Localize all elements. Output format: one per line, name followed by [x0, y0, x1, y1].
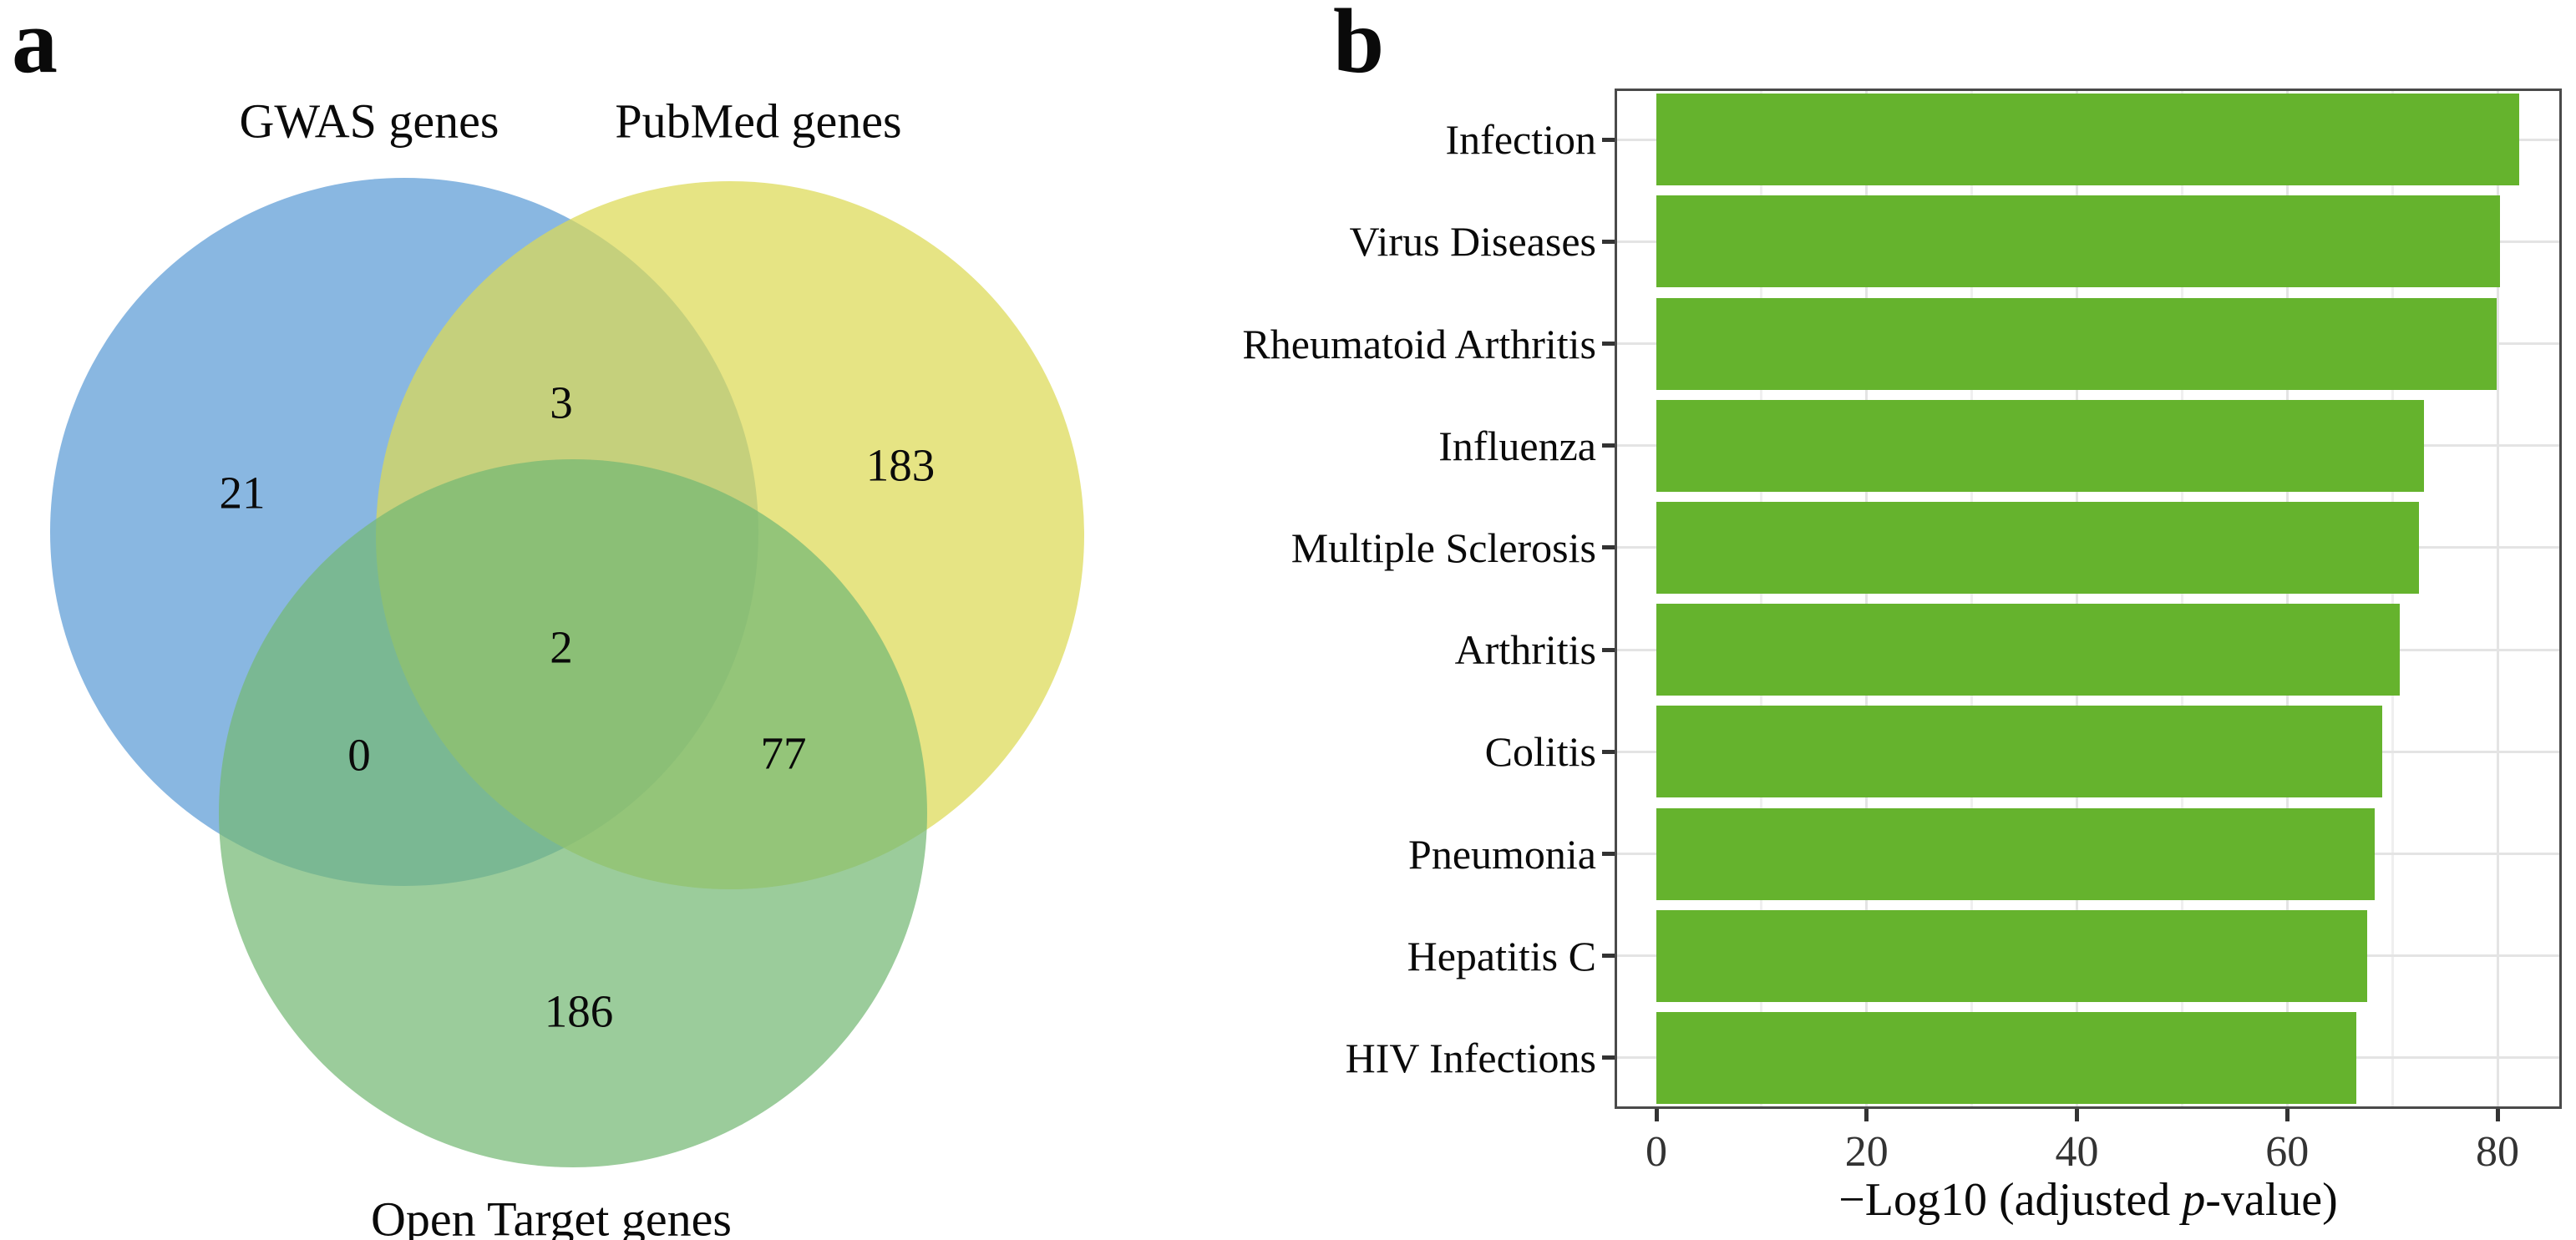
venn-count-all-three: 2	[550, 622, 573, 673]
venn-count-gwas-pubmed: 3	[550, 377, 573, 428]
x-tick-label: 80	[2476, 1128, 2519, 1176]
venn-count-pubmed-only: 183	[866, 440, 936, 491]
y-axis-tick	[1602, 647, 1615, 652]
x-tick-label: 0	[1645, 1128, 1667, 1176]
y-axis-tick	[1602, 954, 1615, 959]
category-label: Rheumatoid Arthritis	[1242, 320, 1596, 367]
category-label: Virus Diseases	[1349, 218, 1596, 266]
x-axis-tick	[2495, 1109, 2500, 1121]
category-label: HIV Infections	[1345, 1034, 1596, 1081]
bar-hiv-infections	[1656, 1011, 2357, 1104]
category-label: Hepatitis C	[1407, 932, 1596, 979]
x-axis-tick	[2284, 1109, 2289, 1121]
y-axis-tick	[1602, 443, 1615, 448]
y-axis-tick	[1602, 1055, 1615, 1060]
category-label: Multiple Sclerosis	[1291, 524, 1596, 571]
bar-multiple-sclerosis	[1656, 501, 2419, 594]
bar-rheumatoid-arthritis	[1656, 297, 2497, 390]
x-tick-label: 60	[2265, 1128, 2310, 1176]
venn-count-gwas-only: 21	[220, 468, 266, 519]
gridline-vertical	[2496, 89, 2499, 1109]
category-label: Arthritis	[1454, 626, 1596, 674]
gridline-vertical	[2076, 89, 2078, 1109]
gridline-vertical	[2285, 89, 2289, 1109]
category-label: Colitis	[1484, 728, 1596, 776]
gridline-vertical	[2180, 89, 2183, 1109]
venn-circle-opentarget	[219, 459, 927, 1167]
bar-influenza	[1656, 399, 2424, 492]
category-label: Infection	[1445, 116, 1596, 164]
y-axis-tick	[1602, 137, 1615, 142]
x-axis-title-suffix: -value)	[2205, 1174, 2338, 1226]
bar-colitis	[1656, 706, 2382, 798]
bar-infection	[1656, 94, 2520, 186]
venn-set-label-gwas: GWAS genes	[240, 94, 499, 149]
category-label: Pneumonia	[1408, 830, 1596, 878]
panel-b-label: b	[1333, 0, 1385, 92]
bar-hepatitis-c	[1656, 909, 2367, 1002]
venn-set-label-pubmed: PubMed genes	[615, 94, 901, 149]
venn-set-label-opentarget: Open Target genes	[371, 1192, 732, 1240]
x-tick-label: 40	[2055, 1128, 2099, 1176]
y-axis-tick	[1602, 852, 1615, 856]
panel-a-label: a	[12, 0, 58, 92]
venn-count-pubmed-opentarget: 77	[761, 728, 807, 779]
venn-count-opentarget-only: 186	[545, 986, 614, 1037]
venn-diagram: GWAS genes PubMed genes Open Target gene…	[50, 94, 1084, 1240]
x-tick-label: 20	[1844, 1128, 1889, 1176]
gridline-vertical	[1760, 89, 1763, 1109]
y-axis-tick	[1602, 749, 1615, 754]
plot-panel-border	[1615, 89, 2562, 1109]
gridline-vertical	[2391, 89, 2394, 1109]
venn-count-gwas-opentarget: 0	[347, 730, 371, 781]
x-axis-title: −Log10 (adjusted p-value)	[1615, 1173, 2562, 1227]
gridline-vertical	[1865, 89, 1869, 1109]
x-axis-tick	[1864, 1109, 1869, 1121]
bar-virus-diseases	[1656, 195, 2500, 288]
x-axis-tick	[2075, 1109, 2079, 1121]
bar-arthritis	[1656, 604, 2400, 696]
x-axis-title-prefix: −Log10 (adjusted	[1838, 1174, 2183, 1226]
bar-pneumonia	[1656, 807, 2375, 900]
gridline-vertical	[1970, 89, 1974, 1109]
y-axis-tick	[1602, 545, 1615, 550]
x-axis-tick	[1654, 1109, 1659, 1121]
y-axis-tick	[1602, 342, 1615, 346]
y-axis-tick	[1602, 239, 1615, 244]
x-axis-title-pvalue-italic: p	[2182, 1174, 2206, 1226]
category-label: Influenza	[1438, 422, 1596, 469]
